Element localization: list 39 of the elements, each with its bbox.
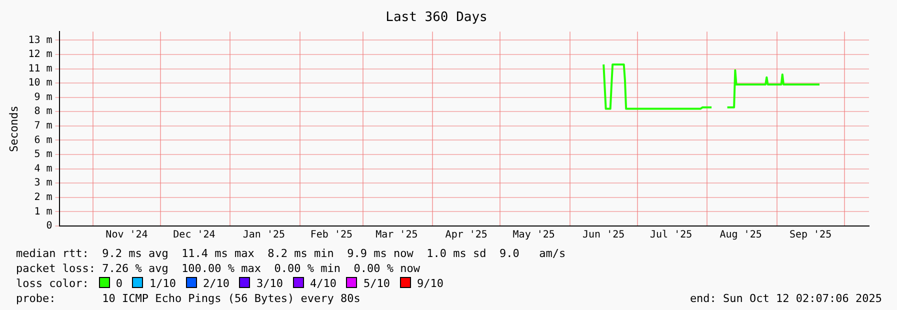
y-tick-label: 0 (46, 220, 52, 232)
x-tick-label: Jun '25 (582, 230, 625, 241)
x-tick-label: Mar '25 (376, 230, 418, 241)
legend-label: 5/10 (363, 277, 390, 290)
legend-label: 3/10 (256, 277, 283, 290)
text: packet loss: 7.26 % avg 100.00 % max 0.00 % min 0.00 % now (16, 261, 421, 276)
x-tick-label: Jul '25 (650, 230, 692, 241)
chart-title: Last 360 Days (386, 10, 488, 26)
x-tick-label: Dec '24 (173, 230, 216, 241)
text: end: Sun Oct 12 02:07:06 2025 (690, 291, 882, 306)
y-tick-label: 8 m (34, 106, 52, 118)
legend-label: 1/10 (149, 277, 176, 290)
y-axis-title: Seconds (7, 106, 20, 152)
y-tick-label: 3 m (34, 178, 52, 189)
text: probe: 10 ICMP Echo Pings (56 Bytes) every 80s (16, 292, 360, 305)
x-tick-label: Sep '25 (789, 230, 832, 241)
x-tick-label: Feb '25 (310, 230, 353, 241)
legend-label: 2/10 (202, 277, 230, 290)
y-tick-label: 6 m (34, 134, 52, 146)
x-tick-label: Nov '24 (106, 230, 148, 241)
y-tick-label: 7 m (34, 120, 52, 132)
y-tick-label: 4 m (34, 163, 52, 174)
y-tick-label: 12 m (28, 49, 52, 60)
y-tick-label: 1 m (34, 206, 52, 218)
y-tick-label: 13 m (28, 34, 52, 46)
y-tick-label: 10 m (28, 78, 52, 89)
x-tick-label: Aug '25 (720, 230, 762, 241)
legend-title: loss color: (16, 277, 89, 290)
y-tick-label: 9 m (34, 92, 52, 103)
y-tick-label: 11 m (28, 63, 52, 74)
legend-label: 0 (116, 277, 122, 290)
text: median rtt: 9.2 ms avg 11.4 ms max 8.2 ms min 9.9 ms now 1.0 ms sd 9.0 am/s (16, 246, 567, 261)
x-tick-label: Apr '25 (445, 230, 488, 241)
y-tick-label: 5 m (34, 149, 52, 160)
x-tick-label: May '25 (512, 230, 555, 241)
y-tick-label: 2 m (34, 192, 52, 204)
legend-label: 4/10 (310, 277, 336, 290)
legend-label: 9/10 (416, 277, 444, 290)
x-tick-label: Jan '25 (242, 230, 286, 241)
